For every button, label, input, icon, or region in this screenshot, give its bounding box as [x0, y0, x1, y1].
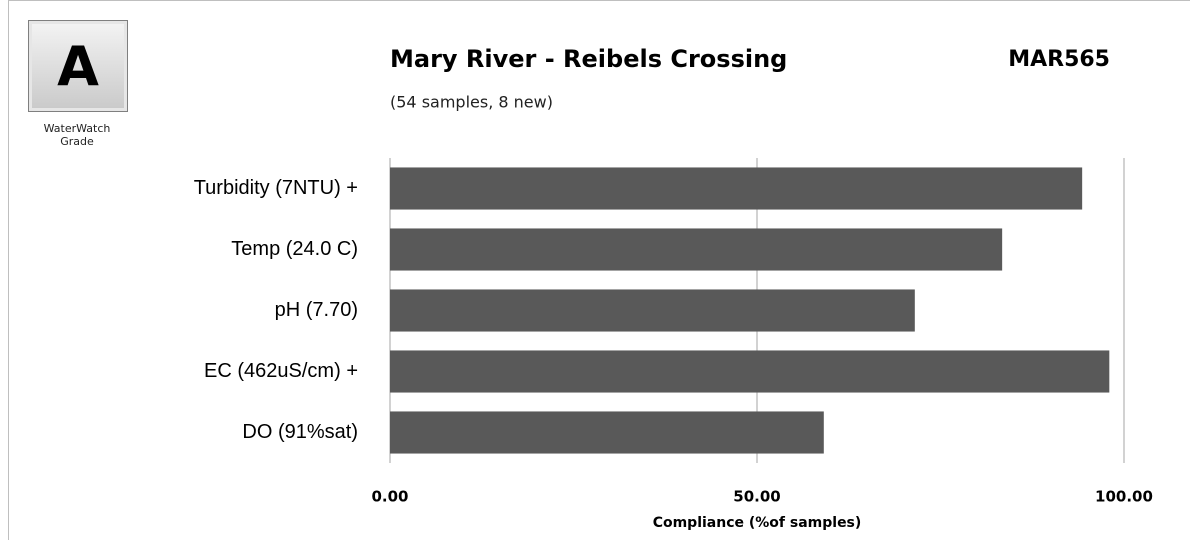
bar — [390, 411, 824, 454]
bar — [390, 289, 915, 332]
y-tick-label: Turbidity (7NTU) + — [194, 177, 358, 199]
chart-title: Mary River - Reibels Crossing — [390, 45, 787, 73]
grade-badge: A — [28, 20, 128, 112]
bar — [390, 228, 1003, 271]
grade-label: WaterWatch Grade — [43, 122, 111, 148]
y-tick-label: EC (462uS/cm) + — [204, 360, 358, 382]
subtitle: (54 samples, 8 new) — [390, 93, 553, 112]
x-axis-label: Compliance (%of samples) — [653, 515, 862, 531]
x-tick-label: 50.00 — [733, 488, 780, 506]
y-tick-label: pH (7.70) — [275, 299, 358, 321]
bar — [390, 167, 1083, 210]
x-tick-label: 100.00 — [1095, 488, 1153, 506]
bar — [390, 350, 1110, 393]
y-tick-label: Temp (24.0 C) — [231, 238, 358, 260]
y-tick-label: DO (91%sat) — [242, 421, 358, 443]
site-code: MAR565 — [1008, 47, 1110, 72]
x-tick-label: 0.00 — [371, 488, 408, 506]
